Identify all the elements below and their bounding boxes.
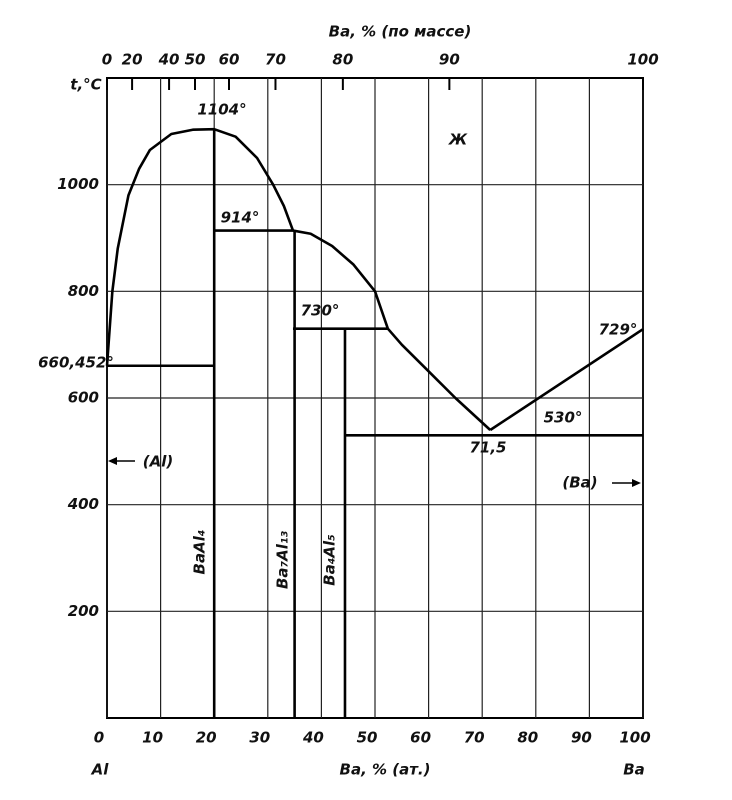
y-axis-label: t,°C <box>70 76 101 94</box>
annotation: BaAl₄ <box>191 530 209 575</box>
annotation: 71,5 <box>469 439 506 457</box>
x-tick-label: 80 <box>517 729 538 747</box>
x-tick-label: 20 <box>196 729 217 747</box>
annotation: 1104° <box>197 101 246 119</box>
x-tick-label: 90 <box>571 729 592 747</box>
annotation: (Ba) <box>562 474 597 492</box>
x2-tick-label: 40 <box>158 51 180 69</box>
y-tick-label: 600 <box>68 389 99 407</box>
annotation: Ba₄Al₅ <box>321 534 339 585</box>
x-tick-label: 100 <box>619 729 650 747</box>
arrow-head <box>632 479 641 487</box>
x2-tick-label: 20 <box>122 51 143 69</box>
phase-boundary <box>105 127 295 366</box>
x2-tick-label: 100 <box>627 51 658 69</box>
x-end-label: Ba <box>623 761 645 779</box>
x2-axis-label: Ba, % (по массе) <box>329 23 472 41</box>
annotation: 530° <box>544 409 583 427</box>
annotation: 730° <box>301 302 340 320</box>
x-tick-label: 70 <box>464 729 485 747</box>
x-tick-label: 40 <box>302 729 324 747</box>
y-tick-label: 400 <box>67 495 99 513</box>
x-tick-label: 10 <box>142 729 163 747</box>
x2-tick-label: 90 <box>439 51 460 69</box>
x-axis-label: Ba, % (ат.) <box>340 761 431 779</box>
x-tick-label: 50 <box>357 729 378 747</box>
annotation: 660,452° <box>38 354 114 372</box>
x2-tick-label: 60 <box>219 51 240 69</box>
phase-boundary <box>292 229 492 431</box>
annotation: (Al) <box>143 453 173 471</box>
x-start-label: Al <box>91 761 110 779</box>
arrow-head <box>108 457 117 465</box>
x-tick-label: 30 <box>249 729 270 747</box>
x-tick-label: 60 <box>410 729 431 747</box>
x2-tick-label: 0 <box>102 51 112 69</box>
x2-tick-label: 80 <box>332 51 353 69</box>
y-tick-label: 1000 <box>57 175 99 193</box>
x2-tick-label: 70 <box>265 51 286 69</box>
y-tick-label: 800 <box>68 282 99 300</box>
phase-boundary <box>489 328 644 432</box>
x2-tick-label: 50 <box>185 51 206 69</box>
annotation: Ba₇Al₁₃ <box>274 531 292 589</box>
x-tick-label: 0 <box>94 729 104 747</box>
annotation: Ж <box>448 131 468 149</box>
y-tick-label: 200 <box>68 602 99 620</box>
annotation: 914° <box>221 209 260 227</box>
annotation: 729° <box>599 321 638 339</box>
